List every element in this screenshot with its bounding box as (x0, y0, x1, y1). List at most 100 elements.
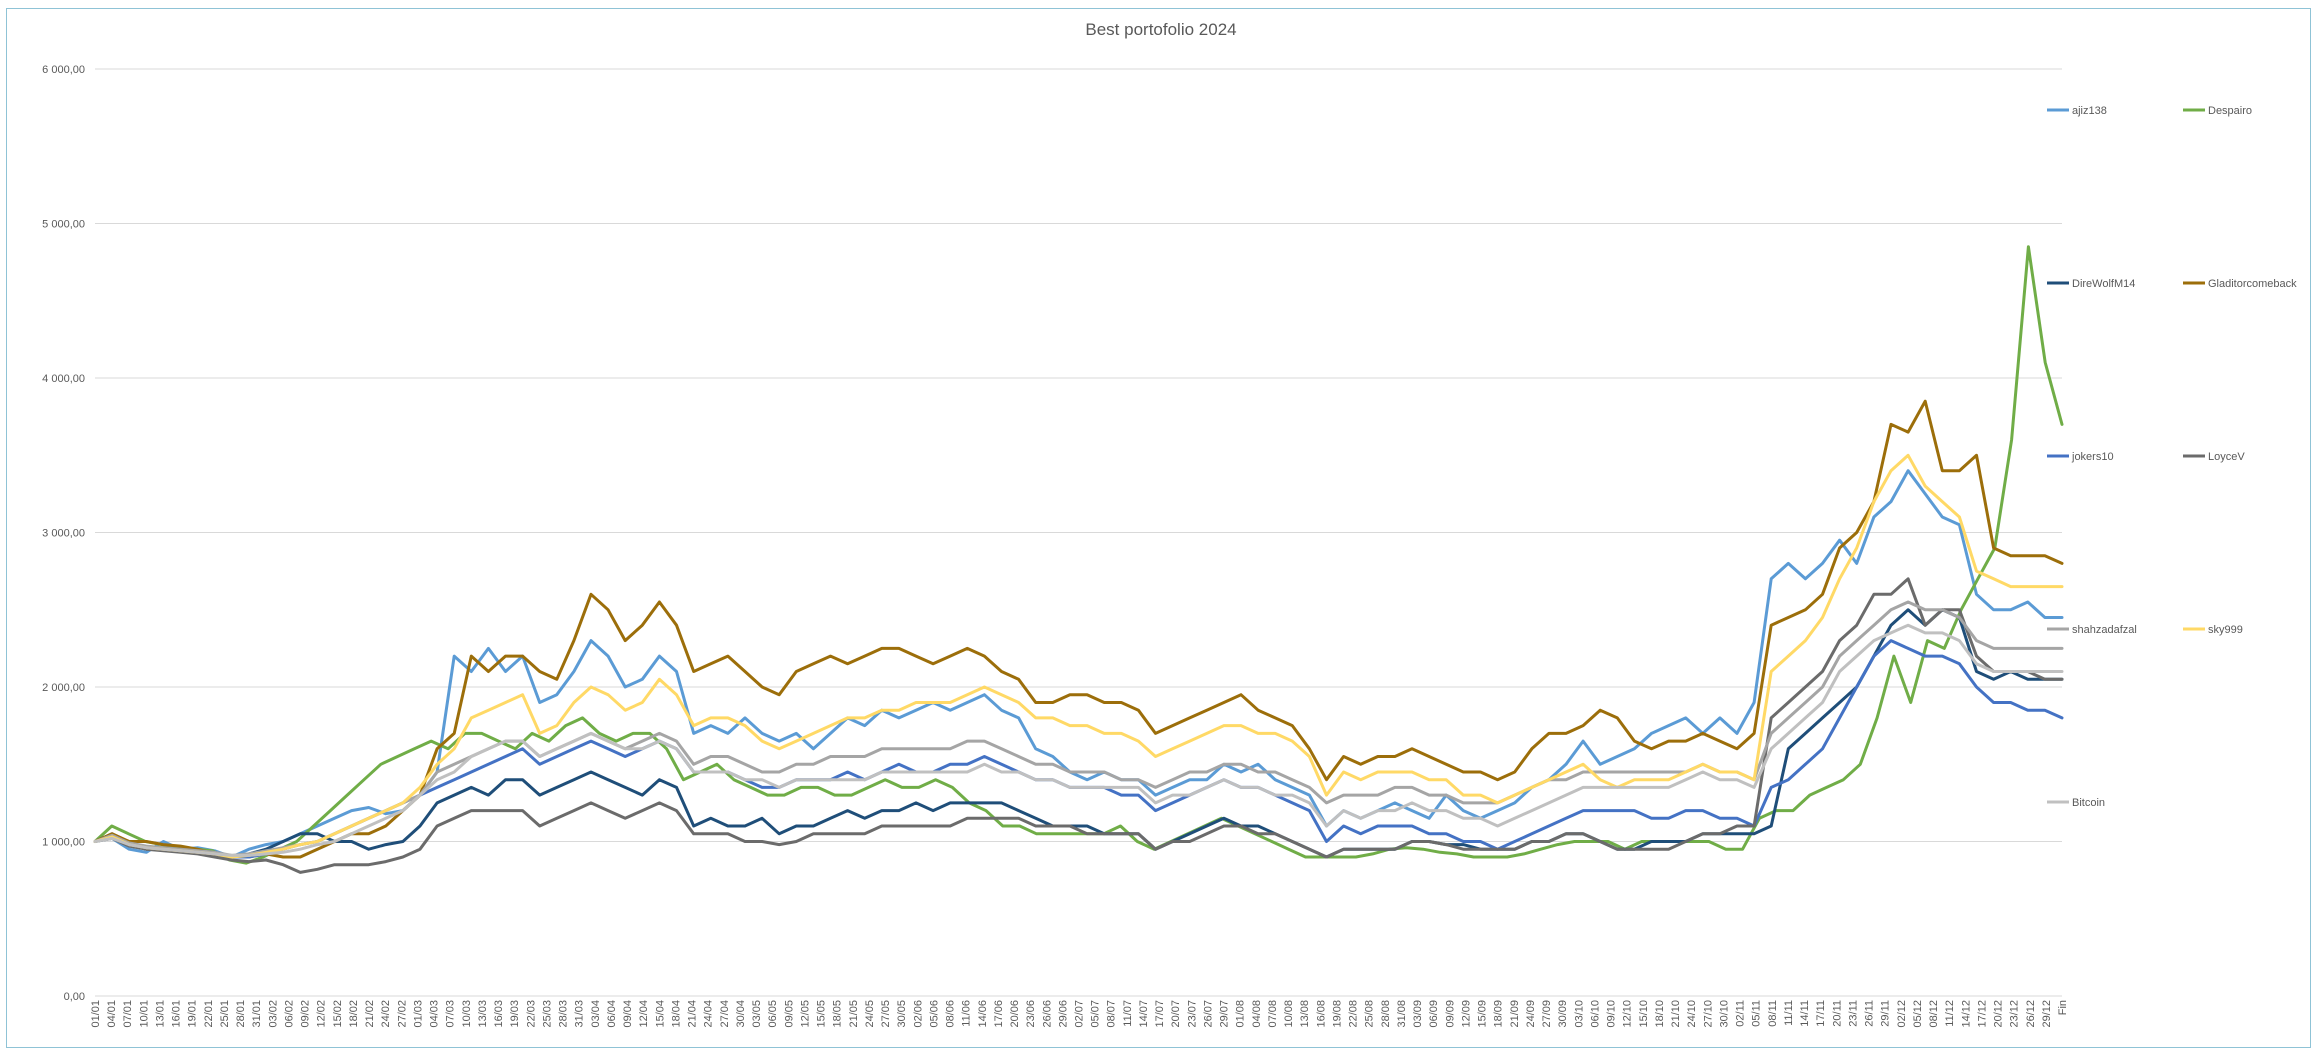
x-tick-label: 12/10 (1622, 1000, 1634, 1028)
x-tick-label: 15/02 (332, 1000, 344, 1028)
x-tick-label: 14/12 (1960, 1000, 1972, 1028)
x-tick-label: 08/11 (1767, 1000, 1779, 1027)
x-tick-label: Fin (2057, 1000, 2069, 1015)
x-tick-label: 18/05 (832, 1000, 844, 1028)
x-tick-label: 13/08 (1299, 1000, 1311, 1028)
x-tick-label: 18/10 (1654, 1000, 1666, 1028)
legend-label: Gladitorcomeback (2208, 278, 2297, 290)
series-line-bitcoin (93, 623, 2064, 857)
x-tick-label: 25/01 (219, 1000, 231, 1028)
x-tick-label: 10/03 (461, 1000, 473, 1028)
x-tick-label: 26/12 (2025, 1000, 2037, 1028)
x-tick-label: 09/04 (622, 1000, 634, 1028)
x-tick-label: 12/02 (316, 1000, 328, 1028)
x-tick-label: 09/09 (1444, 1000, 1456, 1028)
chart-title: Best portofolio 2024 (1085, 20, 1236, 39)
x-tick-label: 11/12 (1944, 1000, 1956, 1027)
x-tick-label: 13/03 (477, 1000, 489, 1028)
x-tick-label: 30/09 (1557, 1000, 1569, 1028)
x-tick-label: 04/08 (1251, 1000, 1263, 1028)
x-tick-label: 20/12 (1993, 1000, 2005, 1028)
x-tick-label: 30/05 (896, 1000, 908, 1028)
x-tick-label: 03/05 (751, 1000, 763, 1028)
x-tick-label: 28/01 (235, 1000, 247, 1028)
x-tick-label: 21/10 (1670, 1000, 1682, 1028)
x-tick-label: 26/06 (1041, 1000, 1053, 1028)
x-tick-label: 03/09 (1412, 1000, 1424, 1028)
legend-label: LoyceV (2208, 451, 2245, 463)
x-tick-label: 28/08 (1380, 1000, 1392, 1028)
legend-label: sky999 (2208, 624, 2243, 636)
series-layer (93, 245, 2064, 874)
x-tick-label: 29/07 (1219, 1000, 1231, 1028)
grid-layer (95, 68, 2062, 997)
chart-frame: Best portofolio 2024 0,00 1 000,00 2 000,0… (6, 8, 2311, 1048)
x-tick-label: 17/07 (1154, 1000, 1166, 1028)
legend: ajiz138 Despairo DireWolfM14 Gladitorcomeba… (2047, 105, 2297, 809)
x-tick-label: 08/12 (1928, 1000, 1940, 1028)
x-tick-label: 29/12 (2041, 1000, 2053, 1028)
x-tick-label: 15/04 (654, 1000, 666, 1028)
x-tick-label: 02/07 (1074, 1000, 1086, 1028)
x-tick-label: 25/03 (541, 1000, 553, 1028)
x-tick-label: 11/06 (961, 1000, 973, 1027)
x-tick-label: 27/05 (880, 1000, 892, 1028)
x-tick-label: 31/08 (1396, 1000, 1408, 1028)
x-tick-label: 16/01 (171, 1000, 183, 1028)
x-tick-label: 01/03 (412, 1000, 424, 1028)
x-tick-label: 14/06 (977, 1000, 989, 1028)
x-tick-label: 01/01 (90, 1000, 102, 1028)
x-tick-label: 13/01 (154, 1000, 166, 1028)
x-tick-label: 09/10 (1606, 1000, 1618, 1028)
x-tick-label: 20/11 (1831, 1000, 1843, 1027)
x-tick-label: 29/06 (1057, 1000, 1069, 1028)
x-tick-label: 23/11 (1847, 1000, 1859, 1027)
x-tick-label: 11/07 (1122, 1000, 1134, 1027)
x-tick-label: 17/12 (1976, 1000, 1988, 1028)
x-tick-label: 08/06 (945, 1000, 957, 1028)
x-tick-label: 03/04 (590, 1000, 602, 1028)
x-tick-label: 11/11 (1783, 1000, 1795, 1026)
x-tick-label: 03/10 (1573, 1000, 1585, 1028)
legend-label: Despairo (2208, 105, 2252, 117)
x-tick-label: 01/08 (1235, 1000, 1247, 1028)
y-tick-label: 0,00 (64, 991, 85, 1003)
x-tick-label: 06/10 (1589, 1000, 1601, 1028)
series-line-direwolfm14 (93, 608, 2064, 859)
x-tick-label: 06/09 (1428, 1000, 1440, 1028)
x-tick-label: 17/11 (1815, 1000, 1827, 1027)
x-tick-label: 09/05 (783, 1000, 795, 1028)
x-tick-label: 05/07 (1090, 1000, 1102, 1028)
x-tick-label: 28/03 (558, 1000, 570, 1028)
x-tick-label: 06/05 (767, 1000, 779, 1028)
y-tick-label: 2 000,00 (42, 682, 85, 694)
series-line-gladitorcomeback (93, 399, 2064, 859)
x-tick-label: 16/08 (1315, 1000, 1327, 1028)
legend-label: ajiz138 (2072, 105, 2107, 117)
series-line-despairo (93, 245, 2064, 865)
x-tick-label: 12/09 (1460, 1000, 1472, 1028)
x-tick-label: 21/09 (1509, 1000, 1521, 1028)
x-tick-label: 15/05 (816, 1000, 828, 1028)
x-tick-label: 24/02 (380, 1000, 392, 1028)
x-tick-label: 27/04 (719, 1000, 731, 1028)
x-tick-label: 21/02 (364, 1000, 376, 1028)
x-tick-label: 18/09 (1493, 1000, 1505, 1028)
x-tick-label: 22/08 (1348, 1000, 1360, 1028)
x-tick-label: 24/09 (1525, 1000, 1537, 1028)
y-tick-label: 4 000,00 (42, 373, 85, 385)
x-tick-label: 17/06 (993, 1000, 1005, 1028)
x-tick-label: 18/02 (348, 1000, 360, 1028)
x-tick-label: 31/01 (251, 1000, 263, 1028)
x-tick-label: 21/04 (687, 1000, 699, 1028)
x-tick-label: 30/04 (735, 1000, 747, 1028)
line-chart: Best portofolio 2024 0,00 1 000,00 2 000,0… (42, 20, 2297, 1028)
x-tick-label: 04/03 (429, 1000, 441, 1028)
x-tick-label: 07/08 (1267, 1000, 1279, 1028)
x-tick-label: 19/01 (187, 1000, 199, 1028)
x-tick-label: 23/12 (2009, 1000, 2021, 1028)
legend-label: jokers10 (2071, 451, 2114, 463)
x-tick-label: 03/02 (267, 1000, 279, 1028)
x-tick-label: 29/11 (1880, 1000, 1892, 1027)
x-tick-label: 08/07 (1106, 1000, 1118, 1028)
